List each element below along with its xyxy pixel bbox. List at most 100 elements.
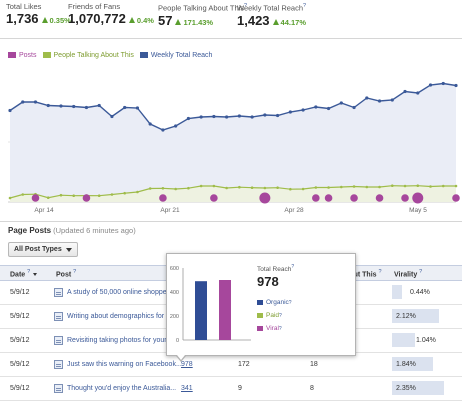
reach-point[interactable] bbox=[352, 105, 356, 110]
reach-point[interactable] bbox=[46, 103, 50, 108]
reach-point[interactable] bbox=[33, 100, 38, 104]
talking-point[interactable] bbox=[403, 184, 407, 188]
talking-point[interactable] bbox=[352, 185, 356, 188]
talking-point[interactable] bbox=[199, 184, 203, 188]
talking-point[interactable] bbox=[123, 191, 126, 195]
talking-point[interactable] bbox=[429, 185, 432, 188]
reach-point[interactable] bbox=[441, 81, 445, 86]
talking-point[interactable] bbox=[110, 193, 114, 196]
talking-point[interactable] bbox=[21, 193, 25, 196]
talking-point[interactable] bbox=[263, 186, 267, 190]
reach-point[interactable] bbox=[110, 114, 114, 119]
legend-item-reach[interactable]: Weekly Total Reach bbox=[139, 51, 213, 59]
talking-point[interactable] bbox=[276, 186, 279, 189]
talking-point[interactable] bbox=[148, 187, 152, 190]
reach-point[interactable] bbox=[314, 105, 318, 109]
virality-bar bbox=[392, 285, 402, 299]
talking-point[interactable] bbox=[174, 187, 177, 191]
reach-point[interactable] bbox=[288, 110, 292, 114]
reach-point[interactable] bbox=[59, 104, 63, 108]
talking-point[interactable] bbox=[314, 186, 318, 189]
talking-point[interactable] bbox=[136, 190, 139, 194]
post-marker[interactable] bbox=[401, 194, 409, 202]
talking-point[interactable] bbox=[8, 196, 12, 200]
reach-point[interactable] bbox=[148, 122, 152, 126]
talking-point[interactable] bbox=[46, 196, 50, 199]
post-link[interactable]: Revisiting taking photos for your o... bbox=[67, 337, 179, 344]
reach-point[interactable] bbox=[454, 83, 458, 88]
column-header-date[interactable]: Date ? bbox=[10, 269, 38, 278]
reach-value-link[interactable]: 341 bbox=[181, 385, 193, 392]
post-marker[interactable] bbox=[412, 192, 424, 204]
post-marker[interactable] bbox=[159, 194, 167, 202]
reach-point[interactable] bbox=[416, 91, 420, 95]
reach-point[interactable] bbox=[377, 99, 382, 103]
legend-item-talking[interactable]: People Talking About This bbox=[42, 52, 134, 59]
post-marker[interactable] bbox=[210, 194, 218, 202]
talking-point[interactable] bbox=[378, 185, 381, 189]
talking-point[interactable] bbox=[59, 193, 63, 197]
reach-point[interactable] bbox=[263, 113, 267, 117]
talking-point[interactable] bbox=[212, 184, 216, 188]
talking-point[interactable] bbox=[301, 187, 305, 191]
talking-point[interactable] bbox=[225, 186, 228, 190]
talking-point[interactable] bbox=[187, 186, 190, 190]
post-marker[interactable] bbox=[452, 194, 460, 202]
reach-point[interactable] bbox=[21, 100, 25, 104]
post-marker[interactable] bbox=[259, 192, 271, 204]
reach-point[interactable] bbox=[174, 124, 178, 128]
reach-point[interactable] bbox=[212, 114, 216, 119]
reach-point[interactable] bbox=[276, 113, 280, 118]
reach-point[interactable] bbox=[84, 105, 89, 110]
post-link[interactable]: Writing about demographics for m... bbox=[67, 313, 178, 320]
x-tick-label: Apr 28 bbox=[284, 207, 304, 214]
talking-point[interactable] bbox=[327, 186, 330, 189]
reach-point[interactable] bbox=[186, 116, 190, 121]
reach-point[interactable] bbox=[135, 106, 140, 110]
post-marker[interactable] bbox=[312, 194, 320, 202]
reach-point[interactable] bbox=[365, 96, 369, 100]
talking-point[interactable] bbox=[454, 184, 458, 188]
talking-point[interactable] bbox=[238, 185, 241, 189]
post-marker[interactable] bbox=[324, 194, 333, 202]
reach-point[interactable] bbox=[326, 106, 331, 111]
reach-point[interactable] bbox=[301, 108, 305, 112]
reach-point[interactable] bbox=[250, 115, 254, 119]
talking-point[interactable] bbox=[416, 184, 420, 187]
post-marker[interactable] bbox=[82, 194, 91, 202]
post-marker[interactable] bbox=[375, 194, 384, 202]
talking-point[interactable] bbox=[250, 186, 254, 189]
post-link[interactable]: Just saw this warning on Facebook... bbox=[67, 361, 182, 368]
reach-point[interactable] bbox=[199, 115, 203, 119]
reach-point[interactable] bbox=[72, 104, 76, 109]
reach-point[interactable] bbox=[428, 83, 433, 87]
talking-point[interactable] bbox=[390, 184, 394, 187]
reach-point[interactable] bbox=[237, 114, 241, 118]
column-header-virality[interactable]: Virality ? bbox=[394, 269, 423, 279]
post-link[interactable]: Thought you'd enjoy the Australia... bbox=[67, 385, 177, 392]
post-marker[interactable] bbox=[350, 194, 358, 202]
reach-point[interactable] bbox=[339, 101, 343, 105]
talking-point[interactable] bbox=[289, 187, 292, 191]
reach-point[interactable] bbox=[97, 103, 101, 108]
talking-point[interactable] bbox=[365, 185, 369, 189]
reach-point[interactable] bbox=[123, 105, 127, 110]
talking-point[interactable] bbox=[441, 184, 445, 188]
reach-point[interactable] bbox=[225, 115, 229, 119]
legend-label: Weekly Total Reach bbox=[150, 51, 213, 59]
reach-point[interactable] bbox=[403, 89, 407, 94]
talking-point[interactable] bbox=[72, 194, 76, 197]
post-marker[interactable] bbox=[31, 194, 40, 202]
reach-point[interactable] bbox=[161, 128, 165, 132]
reach-point[interactable] bbox=[390, 98, 394, 102]
legend-item-posts[interactable]: Posts bbox=[8, 52, 37, 59]
talking-point[interactable] bbox=[340, 185, 343, 189]
post-type-filter-button[interactable]: All Post Types bbox=[8, 242, 78, 257]
talking-point[interactable] bbox=[161, 187, 165, 190]
reach-value-link[interactable]: 978 bbox=[181, 361, 193, 368]
reach-point[interactable] bbox=[8, 108, 12, 113]
column-header-post[interactable]: Post ? bbox=[56, 269, 77, 279]
post-link[interactable]: A study of 50,000 online shoppers bbox=[67, 289, 173, 296]
column-header-talking[interactable]: About This ? bbox=[340, 269, 382, 279]
talking-point[interactable] bbox=[97, 194, 101, 197]
